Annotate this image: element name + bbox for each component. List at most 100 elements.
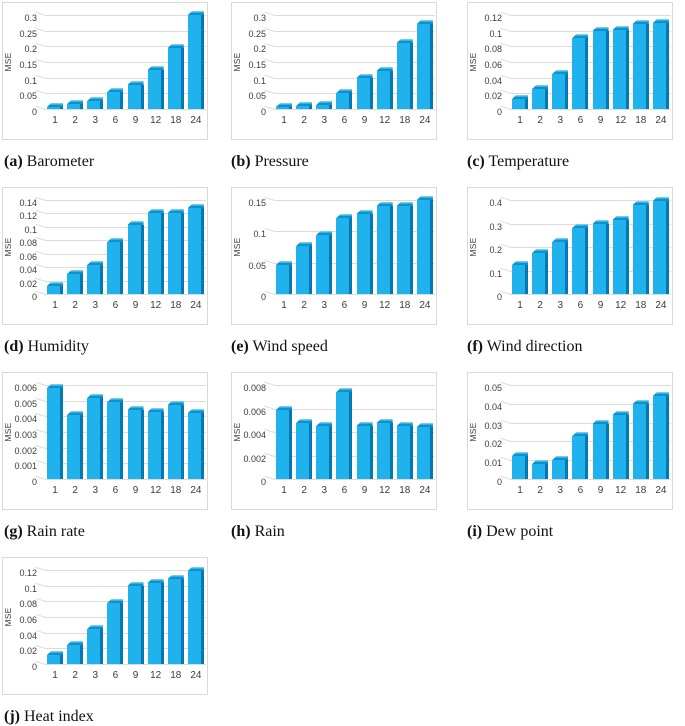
plot-area-j bbox=[45, 570, 206, 665]
x-tick-label: 1 bbox=[52, 300, 58, 311]
gridline bbox=[510, 109, 671, 110]
x-tick-label: 3 bbox=[321, 300, 328, 311]
gridline bbox=[45, 109, 206, 110]
caption-label: (c) bbox=[467, 153, 485, 170]
y-tick-label: 0.04 bbox=[19, 630, 37, 641]
x-tick-label: 12 bbox=[150, 670, 162, 681]
y-tick-label: 0.25 bbox=[248, 28, 266, 39]
x-tick-label: 3 bbox=[321, 485, 328, 496]
y-tick-label: 0.006 bbox=[243, 406, 266, 417]
x-tick-label: 2 bbox=[537, 485, 543, 496]
x-tick-label: 3 bbox=[92, 670, 99, 681]
bar-category-6 bbox=[336, 93, 353, 109]
y-tick-label: 0.005 bbox=[14, 398, 37, 409]
x-tick-label: 12 bbox=[150, 300, 162, 311]
bar-category-3 bbox=[316, 426, 333, 479]
x-tick-label: 18 bbox=[399, 300, 411, 311]
chart-caption-d: (d) Humidity bbox=[4, 338, 228, 356]
gridline bbox=[45, 400, 206, 402]
caption-label: (i) bbox=[467, 523, 483, 540]
y-tick-label: 0.1 bbox=[24, 75, 37, 86]
chart-caption-b: (b) Pressure bbox=[231, 153, 458, 171]
y-tick-label: 0.001 bbox=[14, 461, 37, 472]
x-tick-label: 18 bbox=[635, 485, 647, 496]
figure-cell-j: 0 0.02 0.04 0.06 0.08 0.1 0.12 1 2 3 6 9 12 18 24 MSE (j… bbox=[0, 555, 228, 726]
y-tick-label: 0.12 bbox=[19, 568, 37, 578]
bar-category-2 bbox=[296, 423, 313, 479]
bar-category-2 bbox=[532, 253, 549, 294]
bar-category-12 bbox=[147, 583, 164, 664]
x-tick-label: 12 bbox=[615, 115, 627, 126]
x-tick-label: 1 bbox=[517, 300, 523, 311]
gridline bbox=[510, 441, 671, 443]
x-tick-label: 12 bbox=[150, 485, 162, 496]
y-tick-label: 0.08 bbox=[19, 599, 37, 610]
x-tick-label: 3 bbox=[557, 300, 564, 311]
x-tick-label: 18 bbox=[170, 670, 182, 681]
bar-category-1 bbox=[276, 265, 293, 294]
x-tick-label: 9 bbox=[361, 115, 368, 126]
y-tick-label: 0.05 bbox=[248, 91, 266, 102]
y-tick-label: 0.1 bbox=[489, 268, 502, 279]
bar-category-6 bbox=[572, 38, 589, 109]
bar-category-1 bbox=[47, 286, 64, 294]
bar-category-24 bbox=[187, 15, 204, 109]
bar-category-9 bbox=[356, 426, 373, 479]
x-tick-label: 12 bbox=[615, 485, 627, 496]
x-tick-label: 2 bbox=[72, 485, 78, 496]
chart-panel-h: 0 0.002 0.004 0.006 0.008 1 2 3 6 9 12 18 24 MSE bbox=[231, 372, 437, 510]
x-tick-label: 24 bbox=[419, 115, 431, 126]
x-tick-label: 24 bbox=[655, 485, 667, 496]
gridline bbox=[510, 385, 671, 386]
x-tick-label: 6 bbox=[577, 485, 584, 496]
caption-label: (j) bbox=[4, 708, 20, 725]
x-tick-label: 9 bbox=[597, 300, 604, 311]
chart-panel-j: 0 0.02 0.04 0.06 0.08 0.1 0.12 1 2 3 6 9 12 18 24 MSE bbox=[2, 557, 208, 695]
y-tick-label: 0.003 bbox=[14, 430, 37, 440]
y-tick-label: 0.1 bbox=[24, 224, 37, 235]
y-tick-label: 0.15 bbox=[248, 60, 266, 70]
bar-category-18 bbox=[167, 48, 184, 109]
y-axis-title: MSE bbox=[232, 52, 242, 72]
bar-category-18 bbox=[396, 426, 413, 479]
caption-title: Temperature bbox=[484, 153, 570, 170]
chart-caption-h: (h) Rain bbox=[231, 523, 458, 541]
x-tick-label: 1 bbox=[52, 485, 58, 496]
chart-panel-g: 0 0.001 0.002 0.003 0.004 0.005 0.006 1 2 3 6 9 12 18… bbox=[2, 372, 208, 510]
x-tick-label: 2 bbox=[301, 485, 307, 496]
y-tick-label: 0.004 bbox=[243, 430, 266, 440]
gridline bbox=[274, 455, 435, 457]
gridline bbox=[45, 15, 206, 16]
caption-label: (g) bbox=[4, 523, 23, 540]
gridline bbox=[274, 109, 435, 110]
bar-category-2 bbox=[532, 89, 549, 109]
x-tick-label: 9 bbox=[132, 300, 139, 311]
y-tick-label: 0 bbox=[496, 107, 502, 117]
bar-category-9 bbox=[127, 85, 144, 109]
plot-area-f bbox=[510, 200, 671, 295]
gridline bbox=[274, 93, 435, 95]
x-tick-label: 6 bbox=[112, 670, 119, 681]
chart-panel-c: 0 0.02 0.04 0.06 0.08 0.1 0.12 1 2 3 6 9 12 18 24 MSE bbox=[467, 2, 673, 140]
y-tick-label: 0.1 bbox=[489, 28, 502, 39]
y-tick-label: 0.1 bbox=[253, 229, 266, 240]
gridline bbox=[274, 408, 435, 410]
bar-category-2 bbox=[67, 274, 84, 294]
bar-category-12 bbox=[612, 415, 629, 479]
x-tick-label: 6 bbox=[341, 115, 348, 126]
y-axis-title: MSE bbox=[3, 607, 13, 627]
x-tick-label: 1 bbox=[281, 115, 287, 126]
gridline bbox=[274, 200, 435, 201]
x-tick-label: 1 bbox=[517, 115, 523, 126]
gridline bbox=[510, 270, 671, 272]
gridline bbox=[45, 93, 206, 95]
gridline bbox=[274, 77, 435, 79]
bar-category-3 bbox=[552, 242, 569, 294]
gridline bbox=[274, 294, 435, 295]
x-tick-label: 9 bbox=[361, 485, 368, 496]
x-tick-label: 1 bbox=[281, 485, 287, 496]
gridline bbox=[45, 385, 206, 386]
x-tick-label: 24 bbox=[190, 485, 202, 496]
y-tick-label: 0.05 bbox=[484, 383, 502, 393]
